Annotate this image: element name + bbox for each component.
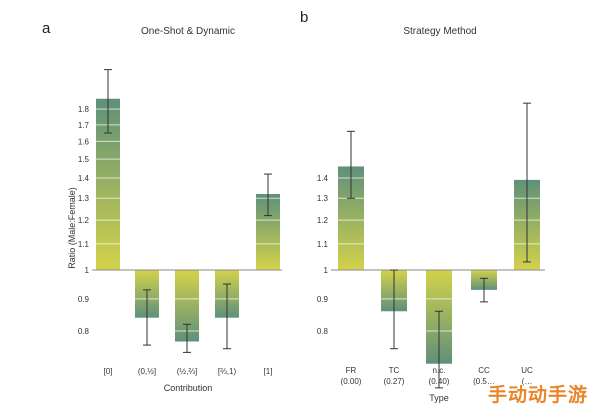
panel-a-ytick: 1.7 — [78, 121, 90, 130]
panel-a-x-axis-label: Contribution — [164, 383, 213, 393]
panel-a-ytick: 1.2 — [78, 216, 90, 225]
panel-a-category-label: (0,½] — [138, 367, 156, 376]
panel-b-ytick: 1 — [324, 266, 329, 275]
panel-b-ytick: 1.4 — [317, 174, 329, 183]
panel-b-ytick: 1.3 — [317, 194, 329, 203]
panel-a-category-label: [0] — [104, 367, 113, 376]
panel-a-category-label: (½,⅔] — [177, 367, 197, 376]
panel-b-category-label: CC — [478, 366, 490, 375]
panel-a-ytick: 0.8 — [78, 327, 90, 336]
panel-b-x-axis-label: Type — [429, 393, 449, 403]
panel-a-ytick: 0.9 — [78, 295, 90, 304]
panel-a-y-axis-label: Ratio (Male:Female) — [67, 187, 77, 269]
panel-a-plot: 0.8 0.9 1 1.1 1.2 1.3 1.4 1.5 1.6 1.7 1.8 [0] (0,½] (… — [78, 69, 282, 376]
panel-b-plot: 0.8 0.9 1 1.1 1.2 1.3 1.4 FR (0.00) TC (0.27) n.c. (… — [317, 102, 545, 389]
panel-a-letter: a — [42, 20, 51, 37]
panel-a-ytick: 1.3 — [78, 194, 90, 203]
panel-a-ytick: 1.8 — [78, 105, 90, 114]
panel-b-letter: b — [300, 9, 308, 26]
panel-b-ytick: 0.8 — [317, 327, 329, 336]
panel-b-category-sublabel: (0.40) — [429, 377, 450, 386]
panel-a-category-label: [1] — [264, 367, 273, 376]
panel-b-category-label: FR — [346, 366, 357, 375]
panel-b-category-sublabel: (0.27) — [384, 377, 405, 386]
panel-a-ytick: 1.6 — [78, 137, 90, 146]
panel-b-ytick: 0.9 — [317, 295, 329, 304]
panel-b-category-sublabel: (… — [522, 377, 533, 386]
panel-b-category-sublabel: (0.5… — [473, 377, 495, 386]
panel-b-category-label: TC — [389, 366, 400, 375]
panel-b: b Strategy Method Type 0.8 0.9 1 1.1 1.2 1.3 1… — [300, 9, 545, 403]
watermark-logo: 手动动手游 — [487, 384, 588, 406]
panel-b-category-label: UC — [521, 366, 533, 375]
panel-a-ytick: 1.5 — [78, 155, 90, 164]
panel-a-title: One-Shot & Dynamic — [141, 26, 235, 37]
panel-a-ytick: 1.1 — [78, 240, 90, 249]
panel-b-title: Strategy Method — [403, 26, 476, 37]
panel-b-category-label: n.c. — [433, 366, 446, 375]
panel-a: a One-Shot & Dynamic Ratio (Male:Female)… — [42, 20, 282, 393]
panel-a-category-label: [⅔,1) — [218, 367, 237, 376]
panel-b-ytick: 1.1 — [317, 240, 329, 249]
panel-b-ytick: 1.2 — [317, 216, 329, 225]
panel-b-category-sublabel: (0.00) — [341, 377, 362, 386]
panel-a-ytick: 1 — [85, 266, 90, 275]
panel-a-ytick: 1.4 — [78, 174, 90, 183]
